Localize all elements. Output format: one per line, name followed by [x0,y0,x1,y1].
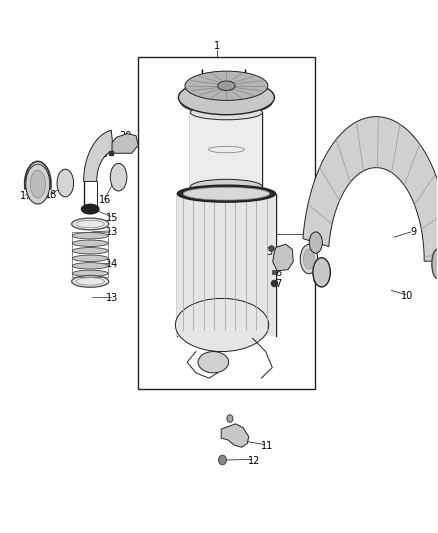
Ellipse shape [72,232,108,239]
Ellipse shape [72,240,108,246]
Text: 18: 18 [45,190,57,200]
Ellipse shape [432,249,438,278]
Ellipse shape [110,164,127,191]
Ellipse shape [191,179,262,194]
Text: 14: 14 [106,259,118,269]
Ellipse shape [198,352,229,373]
Text: 10: 10 [401,290,413,301]
Ellipse shape [185,71,268,100]
Ellipse shape [183,187,270,200]
Ellipse shape [191,105,262,120]
Text: 20: 20 [119,131,131,141]
Ellipse shape [180,88,272,115]
Text: 19: 19 [97,149,110,159]
Text: 12: 12 [248,456,260,465]
Text: 15: 15 [106,213,118,223]
Text: 13: 13 [106,293,118,303]
Circle shape [227,415,233,422]
Text: 6: 6 [276,269,282,278]
Ellipse shape [57,169,74,197]
Bar [72,232,108,277]
Ellipse shape [300,245,318,273]
Ellipse shape [72,255,108,262]
Ellipse shape [175,298,269,352]
Ellipse shape [72,276,109,287]
Text: 16: 16 [99,195,112,205]
Text: 3: 3 [266,247,272,256]
Text: 5: 5 [308,254,314,263]
Polygon shape [84,130,113,181]
Text: 1: 1 [214,41,220,51]
Polygon shape [303,117,438,261]
Ellipse shape [309,232,322,253]
Text: 7: 7 [275,279,282,289]
Ellipse shape [177,185,276,202]
Bar [177,193,276,336]
Ellipse shape [72,218,109,230]
Circle shape [219,455,226,465]
Ellipse shape [81,204,99,214]
Ellipse shape [26,164,50,204]
Text: 17: 17 [20,191,32,201]
Ellipse shape [178,80,275,115]
Text: 4: 4 [284,255,290,265]
Polygon shape [112,134,138,154]
Ellipse shape [72,263,108,269]
Text: 2: 2 [321,227,327,237]
Ellipse shape [304,249,314,269]
Ellipse shape [313,258,330,287]
Ellipse shape [72,247,108,254]
Text: 11: 11 [261,441,273,451]
Polygon shape [221,424,249,447]
Ellipse shape [30,170,46,198]
Ellipse shape [218,81,235,91]
Text: 9: 9 [410,227,417,237]
Bar [138,56,315,389]
Ellipse shape [72,270,108,277]
Bar [191,112,262,187]
Polygon shape [273,244,293,271]
Text: 8: 8 [312,275,318,285]
Text: 13: 13 [106,227,118,237]
